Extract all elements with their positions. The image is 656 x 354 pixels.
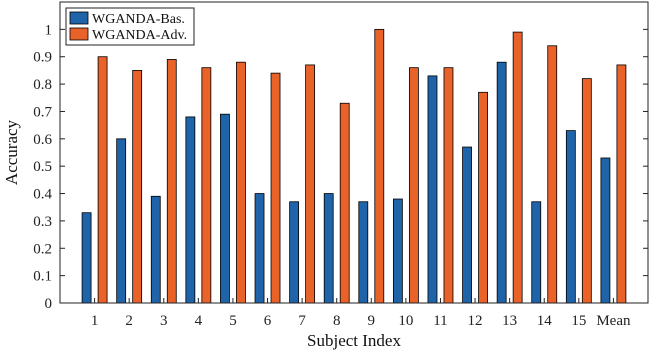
legend-label-adv: WGANDA-Adv. [92, 28, 187, 43]
bar-bas-3 [150, 195, 161, 304]
bar-adv-6 [270, 72, 281, 304]
x-tick-label: 9 [368, 313, 376, 329]
y-axis-title: Accuracy [2, 119, 21, 185]
y-tick-label: 0.5 [33, 159, 52, 175]
x-axis-title: Subject Index [307, 331, 401, 350]
bar-adv-8 [339, 102, 350, 304]
bar-bas-15 [565, 130, 576, 304]
y-tick-label: 0.2 [33, 241, 52, 257]
y-tick-label: 0.7 [33, 104, 52, 120]
bar-bas-10 [392, 198, 403, 304]
legend-swatch-bas [69, 11, 89, 25]
x-tick-label: 7 [298, 313, 306, 329]
x-tick-label: Mean [596, 313, 631, 329]
bar-bas-4 [185, 116, 196, 304]
bars-layer [81, 28, 627, 304]
bar-bas-1 [81, 212, 92, 304]
bar-bas-5 [220, 113, 230, 304]
x-tick-label: 5 [229, 313, 237, 329]
bar-adv-4 [201, 67, 212, 304]
y-tick-label: 1 [45, 22, 53, 38]
legend-swatch-adv [69, 27, 89, 41]
bar-bas-13 [496, 61, 507, 304]
labels-layer: Subject Index Accuracy 0 0.1 0.2 0.3 0.4 0.5 0… [2, 22, 631, 350]
x-tick-label: 6 [264, 313, 272, 329]
bar-adv-10 [408, 67, 419, 304]
bar-adv-1 [97, 56, 108, 304]
x-tick-label: 2 [125, 313, 133, 329]
bar-bas-14 [531, 201, 542, 304]
bar-adv-15 [581, 78, 592, 304]
x-tick-label: 3 [160, 313, 168, 329]
bar-bas-7 [289, 201, 300, 304]
x-tick-label: 8 [333, 313, 341, 329]
y-tick-label: 0 [45, 296, 53, 312]
bar-adv-14 [547, 45, 558, 304]
y-tick-label: 0.6 [33, 132, 52, 148]
axes-layer [59, 1, 649, 304]
y-tick-label: 0.3 [33, 214, 52, 230]
bar-bas-12 [462, 146, 472, 304]
bar-bas-6 [254, 193, 265, 304]
y-tick-label: 0.8 [33, 77, 52, 93]
y-tick-label: 0.9 [33, 50, 52, 66]
bar-adv-12 [478, 91, 488, 304]
bar-bas-9 [358, 201, 369, 304]
bar-bas-2 [116, 138, 127, 304]
bar-adv-mean [616, 64, 627, 304]
x-tick-label: 15 [571, 313, 586, 329]
axes-frame [59, 1, 649, 304]
bar-adv-9 [374, 28, 385, 304]
x-tick-label: 11 [433, 313, 447, 329]
y-tick-label: 0.1 [33, 269, 52, 285]
x-tick-label: 12 [468, 313, 483, 329]
x-tick-label: 1 [91, 313, 99, 329]
legend: WGANDA-Bas. WGANDA-Adv. [65, 7, 195, 46]
bar-bas-8 [323, 193, 334, 304]
bar-bas-11 [427, 75, 438, 304]
bar-adv-5 [236, 61, 246, 304]
bar-adv-7 [305, 64, 316, 304]
bar-adv-13 [512, 31, 523, 304]
x-tick-label: 14 [537, 313, 553, 329]
x-tick-label: 4 [195, 313, 203, 329]
bar-adv-11 [443, 67, 454, 304]
bar-bas-mean [600, 157, 611, 304]
bar-adv-2 [132, 70, 143, 304]
legend-label-bas: WGANDA-Bas. [92, 12, 185, 27]
x-tick-label: 10 [398, 313, 413, 329]
x-tick-label: 13 [502, 313, 517, 329]
y-tick-label: 0.4 [33, 187, 52, 203]
bar-adv-3 [166, 59, 177, 304]
